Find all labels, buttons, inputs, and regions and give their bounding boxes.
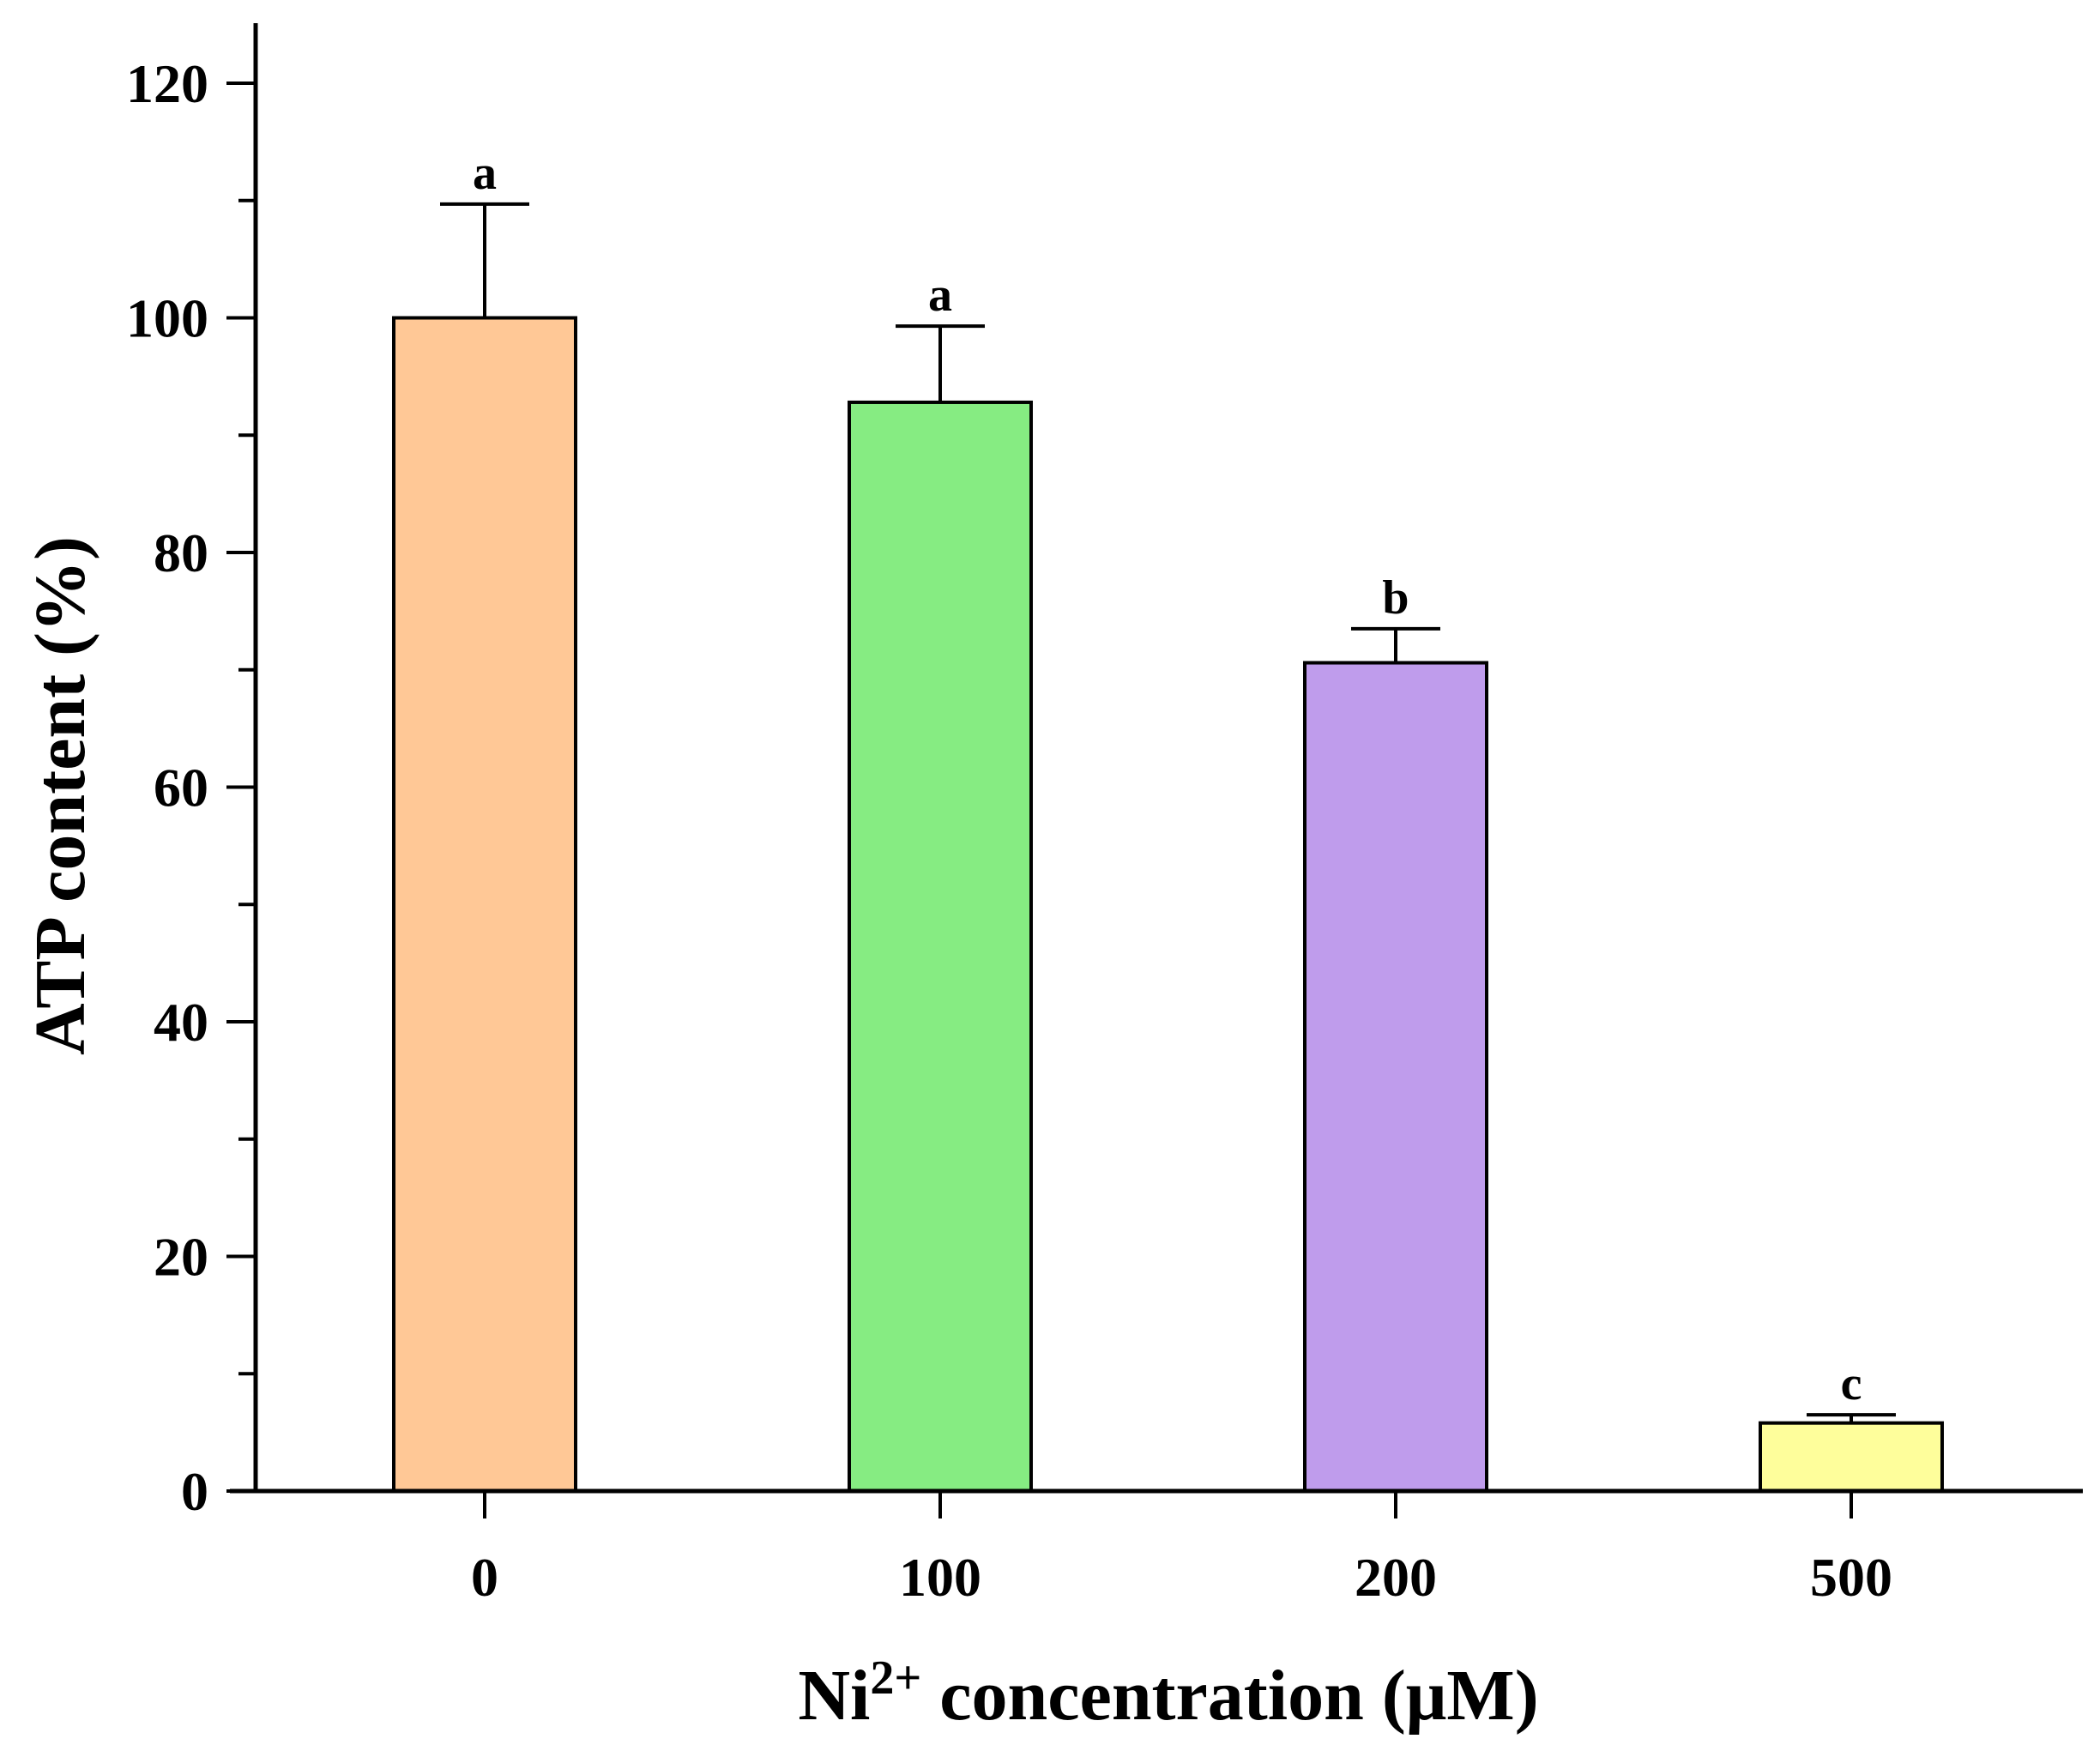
bar-500 (1759, 1421, 1944, 1494)
y-tick-label: 120 (126, 53, 208, 114)
y-tick-label: 20 (154, 1227, 208, 1288)
x-ticks-layer: 0 100 200 500 (471, 1491, 1892, 1608)
x-axis-title-superscript: 2+ (870, 1651, 921, 1705)
y-tick-label: 0 (181, 1461, 208, 1522)
significance-label: b (1382, 571, 1409, 625)
bars-layer (392, 316, 1944, 1494)
significance-label: a (928, 269, 952, 322)
x-axis-title-rest: concentration (μM) (921, 1656, 1538, 1736)
y-axis-title: ATP content (%) (21, 536, 100, 1055)
x-tick-label: 500 (1810, 1547, 1892, 1608)
y-tick-label: 100 (126, 288, 208, 349)
x-tick-label: 200 (1355, 1547, 1437, 1608)
y-ticks-layer: 0 20 40 60 80 100 120 (126, 53, 256, 1522)
bar-100 (848, 400, 1033, 1494)
y-tick-label: 60 (154, 758, 208, 818)
significance-labels-layer: a a b c (473, 147, 1862, 1410)
x-tick-label: 0 (471, 1547, 498, 1608)
y-tick-label: 80 (154, 522, 208, 583)
axes-layer (230, 23, 2083, 1494)
x-axis-title: Ni2+ concentration (μM) (798, 1651, 1538, 1736)
x-tick-label: 100 (899, 1547, 981, 1608)
bar-0 (392, 316, 577, 1493)
significance-label: a (473, 147, 497, 200)
significance-label: c (1841, 1357, 1862, 1410)
x-axis-title-main: Ni (798, 1656, 870, 1736)
error-bars-layer (440, 202, 1896, 1423)
bar-200 (1303, 661, 1488, 1493)
y-tick-label: 40 (154, 992, 208, 1053)
